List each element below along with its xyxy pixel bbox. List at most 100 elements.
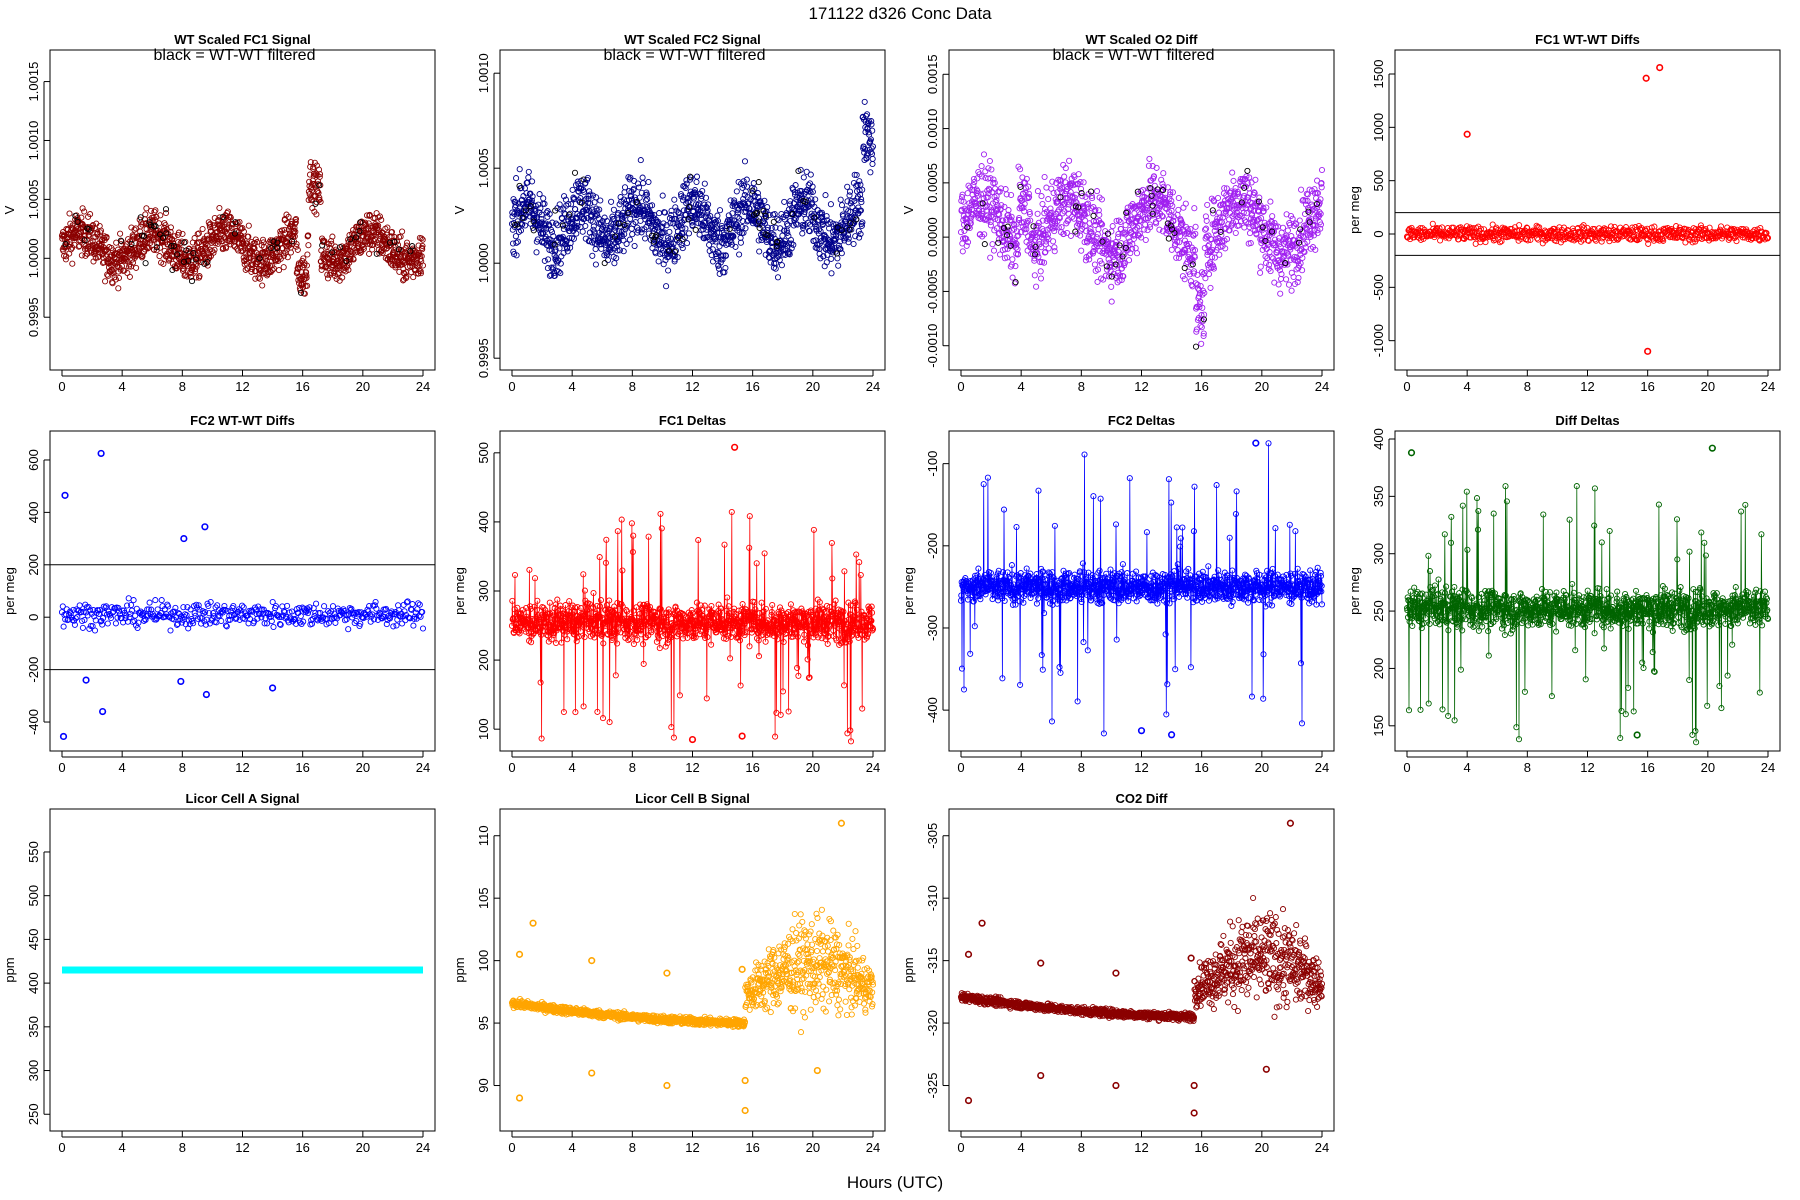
- data-point: [1129, 245, 1136, 252]
- data-point: [1268, 228, 1276, 235]
- data-point: [732, 243, 739, 250]
- data-point: [587, 200, 594, 207]
- data-point: [1121, 251, 1128, 258]
- data-point: [687, 173, 694, 180]
- data-point: [694, 201, 702, 208]
- data-point: [1031, 257, 1038, 264]
- data-point: [566, 211, 573, 218]
- data-point: [175, 229, 182, 236]
- data-point: [659, 192, 666, 199]
- data-point: [175, 239, 182, 246]
- data-point: [1091, 261, 1098, 268]
- data-point: [250, 252, 257, 259]
- data-point: [78, 214, 85, 221]
- data-point: [1318, 179, 1325, 187]
- data-point: [1206, 241, 1213, 248]
- data-point: [1149, 202, 1156, 209]
- data-point: [678, 242, 685, 249]
- data-point: [516, 166, 523, 173]
- data-point: [193, 274, 200, 281]
- data-point: [1041, 173, 1048, 181]
- data-point: [683, 240, 691, 247]
- data-point: [1073, 191, 1080, 198]
- data-point: [850, 240, 857, 248]
- data-point: [613, 255, 620, 262]
- data-point: [530, 227, 537, 234]
- data-point: [1021, 179, 1029, 186]
- data-point: [1090, 247, 1097, 255]
- data-point: [816, 240, 823, 247]
- data-point: [990, 176, 997, 183]
- data-point: [594, 212, 601, 219]
- data-point: [730, 233, 737, 240]
- data-point: [1107, 261, 1114, 268]
- data-point: [303, 272, 310, 279]
- data-point: [1095, 226, 1102, 233]
- data-point: [1182, 200, 1189, 207]
- data-point: [858, 196, 865, 203]
- data-point: [596, 237, 603, 244]
- data-point: [861, 98, 868, 105]
- data-point: [1245, 220, 1252, 227]
- data-point: [811, 203, 818, 210]
- data-point: [292, 228, 299, 235]
- data-point: [961, 227, 968, 234]
- data-point: [336, 269, 343, 276]
- data-point: [1132, 226, 1139, 233]
- data-point: [548, 264, 555, 271]
- data-point: [1119, 253, 1126, 260]
- data-point: [740, 182, 748, 189]
- data-point: [112, 276, 119, 283]
- data-point: [266, 262, 274, 269]
- data-point: [324, 271, 331, 278]
- data-point: [1318, 184, 1325, 191]
- data-point: [1064, 229, 1071, 237]
- x-tick-label: 4: [119, 379, 126, 394]
- data-point: [1317, 225, 1324, 232]
- data-point: [1247, 240, 1254, 247]
- data-point: [980, 151, 988, 158]
- data-point: [587, 191, 594, 198]
- data-point: [548, 228, 556, 236]
- y-tick-label: 1.0010: [476, 53, 491, 93]
- data-point: [749, 187, 756, 194]
- data-point: [774, 239, 781, 246]
- data-point: [1170, 213, 1177, 220]
- data-point: [957, 229, 965, 236]
- data-point: [1081, 205, 1088, 212]
- data-point: [1175, 194, 1182, 202]
- data-point: [1309, 207, 1316, 214]
- data-point: [597, 197, 604, 204]
- data-point: [1146, 221, 1153, 228]
- data-point: [146, 219, 153, 226]
- data-point: [184, 273, 191, 280]
- data-point: [756, 224, 763, 232]
- data-point: [637, 217, 644, 224]
- data-point: [139, 221, 146, 228]
- data-point: [996, 251, 1004, 258]
- data-point: [227, 214, 234, 221]
- data-point: [308, 187, 316, 194]
- data-point: [561, 193, 568, 200]
- data-point: [611, 260, 618, 267]
- data-point: [419, 242, 426, 250]
- data-point: [856, 178, 863, 185]
- data-point: [840, 213, 847, 220]
- data-point: [781, 198, 788, 205]
- data-point: [418, 253, 425, 260]
- data-point: [1276, 241, 1283, 248]
- data-point: [1255, 198, 1262, 205]
- data-point: [557, 260, 564, 267]
- data-point: [347, 236, 354, 243]
- data-point: [988, 166, 995, 173]
- data-point: [1223, 236, 1231, 243]
- data-point: [1130, 204, 1137, 211]
- data-point: [711, 216, 718, 223]
- data-point: [216, 204, 223, 212]
- data-point: [60, 233, 67, 240]
- data-point: [750, 180, 757, 187]
- data-point: [306, 171, 314, 178]
- data-point: [633, 199, 641, 206]
- data-point: [787, 236, 794, 243]
